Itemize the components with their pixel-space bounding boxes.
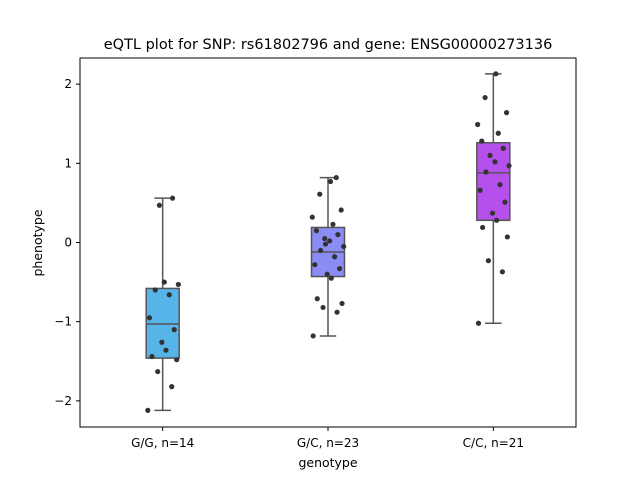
data-point xyxy=(152,287,158,293)
data-point xyxy=(485,258,491,264)
box-layer xyxy=(145,73,511,412)
data-point xyxy=(163,347,169,353)
data-point xyxy=(324,271,330,277)
data-point xyxy=(320,304,326,311)
data-point xyxy=(338,207,344,213)
x-axis-label: genotype xyxy=(298,455,357,470)
y-tick-label: 1 xyxy=(64,156,72,170)
data-point xyxy=(161,279,167,285)
data-point xyxy=(336,266,343,272)
data-point xyxy=(500,145,506,151)
data-point xyxy=(504,234,510,240)
data-point xyxy=(333,174,339,181)
data-point xyxy=(327,178,334,185)
data-point xyxy=(475,320,482,326)
box-group xyxy=(476,73,511,325)
data-point xyxy=(492,159,498,165)
data-point xyxy=(335,231,341,238)
data-point xyxy=(479,138,485,144)
data-point xyxy=(317,191,323,197)
data-point xyxy=(503,110,510,116)
data-point xyxy=(332,254,338,260)
y-tick-label: −2 xyxy=(54,394,72,408)
data-point xyxy=(487,152,493,158)
box-body xyxy=(476,141,511,222)
data-point xyxy=(330,221,336,227)
data-point xyxy=(494,217,500,223)
data-point xyxy=(506,163,512,169)
data-point xyxy=(145,407,151,413)
data-point xyxy=(495,130,501,136)
y-axis: 2 1 0 −1 −2 xyxy=(54,77,80,408)
data-point xyxy=(169,195,176,201)
data-point xyxy=(497,182,503,188)
data-point xyxy=(314,296,320,302)
x-tick-label: C/C, n=21 xyxy=(463,436,524,450)
data-point xyxy=(156,202,162,208)
point-layer xyxy=(145,71,512,413)
data-point xyxy=(489,210,496,216)
plot-area xyxy=(79,57,577,428)
data-point xyxy=(149,353,155,360)
data-point xyxy=(477,187,483,193)
data-point xyxy=(475,121,481,128)
data-point xyxy=(328,275,334,281)
y-axis-label: phenotype xyxy=(30,209,45,276)
data-point xyxy=(317,247,324,254)
data-point xyxy=(166,292,172,298)
data-point xyxy=(171,327,177,333)
data-point xyxy=(483,169,489,175)
y-tick-label: 0 xyxy=(64,236,72,250)
data-point xyxy=(159,339,165,345)
data-point xyxy=(499,269,506,275)
data-point xyxy=(155,368,161,375)
data-point xyxy=(146,315,153,321)
data-point xyxy=(169,384,175,390)
data-point xyxy=(322,241,329,247)
data-point xyxy=(312,262,318,268)
x-axis: G/G, n=14 G/C, n=23 C/C, n=21 xyxy=(131,427,524,450)
data-point xyxy=(310,333,316,339)
y-tick-label: −1 xyxy=(54,315,72,329)
data-point xyxy=(334,309,340,315)
x-tick-label: G/G, n=14 xyxy=(131,436,194,450)
y-tick-label: 2 xyxy=(64,77,72,91)
data-point xyxy=(493,71,499,77)
x-tick-label: G/C, n=23 xyxy=(297,436,359,450)
data-point xyxy=(174,357,180,363)
data-point xyxy=(482,94,488,101)
data-point xyxy=(175,281,181,288)
box-body xyxy=(145,287,180,359)
data-point xyxy=(322,235,328,242)
data-point xyxy=(327,238,333,244)
data-point xyxy=(309,214,315,220)
data-point xyxy=(480,224,486,231)
data-point xyxy=(313,228,320,234)
chart-title: eQTL plot for SNP: rs61802796 and gene: … xyxy=(104,37,553,53)
data-point xyxy=(339,300,345,307)
data-point xyxy=(341,243,347,250)
box-group xyxy=(145,197,180,412)
data-point xyxy=(502,199,508,205)
